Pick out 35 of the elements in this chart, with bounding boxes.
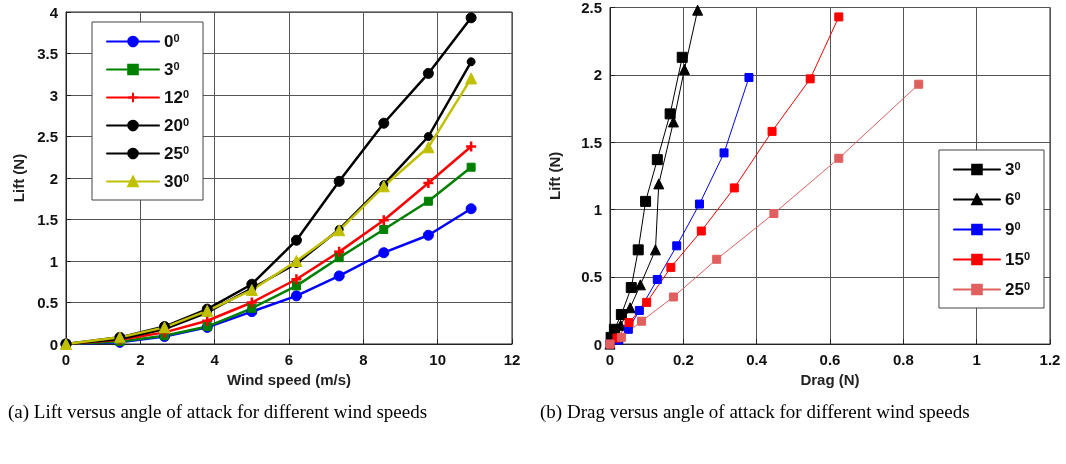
y-tick-label: 0.5 xyxy=(581,268,602,286)
y-tick-label: 0 xyxy=(49,335,58,353)
x-tick-label: 8 xyxy=(359,351,368,368)
x-tick-label: 0.2 xyxy=(672,351,694,369)
x-tick-label: 2 xyxy=(136,351,145,368)
y-tick-label: 1 xyxy=(593,200,602,218)
y-axis-title: Lift (N) xyxy=(546,151,563,200)
y-tick-label: 2 xyxy=(593,66,602,84)
x-tick-label: 1.2 xyxy=(1039,351,1061,369)
y-tick-label: 2.5 xyxy=(37,128,58,145)
x-tick-label: 6 xyxy=(284,351,294,368)
y-tick-label: 1.5 xyxy=(37,211,58,228)
x-tick-label: 0.6 xyxy=(819,351,841,369)
y-axis-title: Lift (N) xyxy=(10,153,27,203)
text: (a) Lift versus angle of attack for different wind speeds xyxy=(8,400,429,424)
x-tick-label: 10 xyxy=(429,351,447,368)
y-tick-label: 0.5 xyxy=(37,294,58,311)
x-tick-label: 0 xyxy=(61,351,71,368)
y-tick-label: 2 xyxy=(49,169,58,187)
y-tick-label: 1.5 xyxy=(581,133,602,151)
x-tick-label: 0.4 xyxy=(746,351,768,369)
x-axis-title: Drag (N) xyxy=(800,371,860,388)
x-tick-label: 0.8 xyxy=(892,351,914,369)
text: (b) Drag versus angle of attack for different wind speeds xyxy=(540,400,971,424)
y-tick-label: 1 xyxy=(49,252,58,270)
y-tick-label: 3.5 xyxy=(37,45,58,62)
y-tick-label: 4 xyxy=(49,3,59,21)
x-tick-label: 4 xyxy=(210,351,220,368)
x-tick-label: 1 xyxy=(972,351,981,369)
y-tick-label: 2.5 xyxy=(581,0,602,16)
y-tick-label: 0 xyxy=(593,335,602,353)
x-tick-label: 12 xyxy=(503,351,521,368)
y-tick-label: 3 xyxy=(49,86,58,104)
x-tick-label: 0 xyxy=(605,351,615,369)
x-axis-title: Wind speed (m/s) xyxy=(226,370,352,388)
